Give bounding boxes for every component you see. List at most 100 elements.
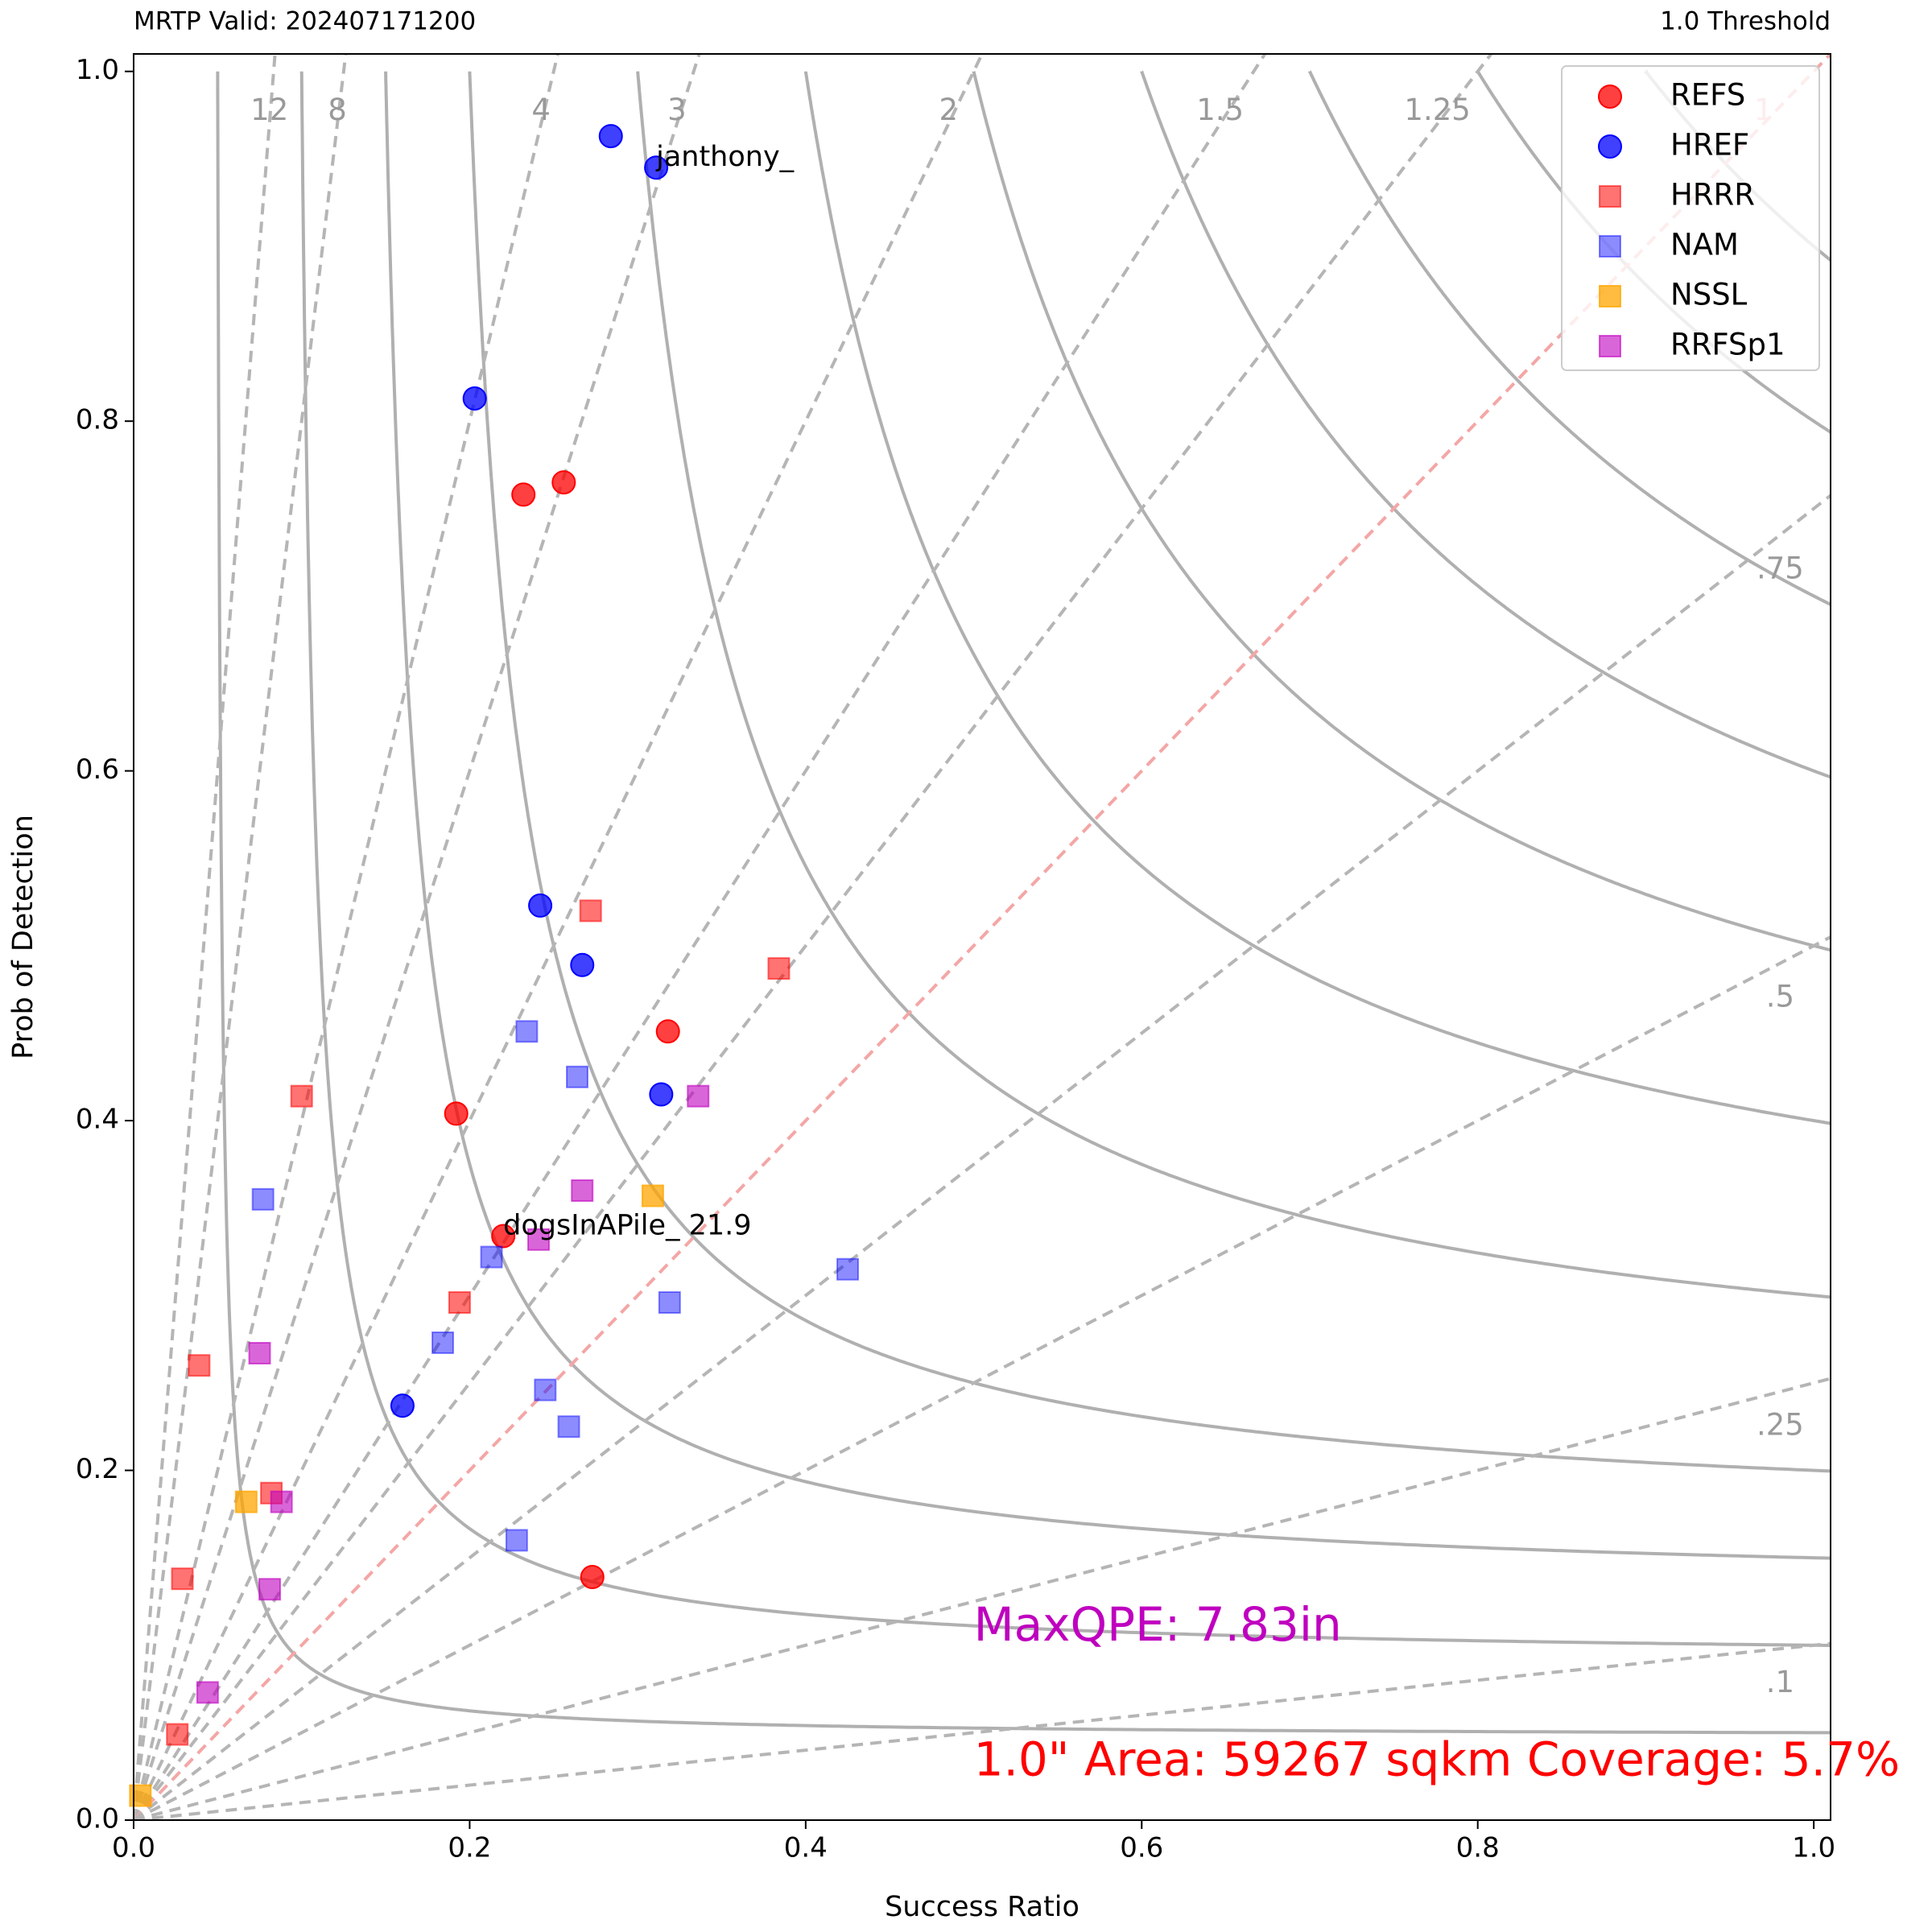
point [491,1224,516,1249]
note: MaxQPE: 7.83in [974,1597,1342,1652]
y-tick-label: 0.8 [76,404,119,436]
bias-label: 3 [667,93,687,127]
bias-label: 1.25 [1404,93,1470,127]
point [188,1354,211,1377]
title-left: MRTP Valid: 202407171200 [134,7,476,36]
point [551,470,576,495]
point [557,1415,580,1439]
point [234,1490,258,1513]
y-tick-label: 0.0 [76,1803,119,1835]
bias-line [134,493,1831,1820]
bias-label: .25 [1757,1408,1804,1443]
bias-line [134,1377,1831,1820]
point [566,1065,589,1088]
x-tick-label: 0.2 [448,1832,491,1864]
legend-marker [1599,285,1621,308]
point [649,1082,674,1107]
point [448,1291,471,1315]
point [526,1228,550,1251]
y-tick-label: 0.4 [76,1104,119,1136]
title-right: 1.0 Threshold [1660,7,1831,36]
legend-marker [1599,185,1621,208]
point [644,155,669,180]
point [258,1578,282,1601]
point [248,1342,271,1365]
point [570,952,595,977]
legend-marker [1599,235,1621,258]
bias-label: .1 [1766,1665,1794,1699]
point [505,1529,528,1552]
legend-label: REFS [1670,78,1745,113]
point [480,1245,503,1269]
point [390,1393,415,1418]
point [658,1291,681,1315]
y-tick-label: 0.6 [76,753,119,786]
csi-contour [299,71,1831,1647]
point [571,1179,594,1202]
point [431,1331,455,1354]
point [534,1378,557,1402]
x-axis-label: Success Ratio [885,1891,1080,1923]
bias-line [134,935,1831,1820]
csi-contour [1140,70,1831,779]
point [579,899,602,923]
csi-contour [972,71,1831,952]
point [270,1490,293,1513]
legend-label: NAM [1670,228,1739,262]
bias-label: 4 [531,93,551,127]
point [444,1101,469,1126]
legend-label: HREF [1670,128,1749,163]
csi-contour [468,71,1831,1473]
point [580,1565,605,1590]
x-tick-label: 0.6 [1120,1832,1163,1864]
legend-frame [1561,65,1820,371]
y-tick-label: 0.2 [76,1453,119,1485]
csi-contour [636,71,1831,1299]
point [515,1020,539,1043]
x-tick-label: 0.4 [784,1832,828,1864]
bias-line [134,54,1267,1820]
y-tick-label: 1.0 [76,54,119,86]
point [290,1084,313,1108]
annotation: dogsInAPile_ 21.9 [503,1209,751,1241]
point [598,124,623,149]
legend-label: RRFSp1 [1670,328,1785,362]
marks [129,124,860,1807]
point [641,1184,664,1208]
legend-marker [1599,335,1621,357]
x-tick-label: 0.8 [1456,1832,1500,1864]
point [836,1257,860,1281]
legend-label: NSSL [1670,278,1748,312]
point [655,1019,680,1044]
bias-label: .5 [1766,980,1794,1014]
bias-line [134,1641,1831,1820]
x-tick-label: 0.0 [112,1832,155,1864]
point [687,1084,710,1108]
point [511,482,536,507]
bias-label: 1.5 [1196,93,1244,127]
legend-marker [1598,85,1622,109]
note: 1.0" Area: 59267 sqkm Coverage: 5.7% [974,1732,1901,1786]
point [462,386,487,411]
bias-label: 2 [939,93,958,127]
point [196,1681,219,1704]
x-tick-label: 1.0 [1792,1832,1835,1864]
point [166,1723,189,1746]
bias-line [134,54,701,1820]
point [528,893,553,918]
bias-label: 8 [328,93,347,127]
annotation: janthony_ [655,141,795,173]
bias-label: 12 [250,93,288,127]
csi-contour [1308,70,1831,606]
csi-contour [384,71,1831,1560]
point [251,1187,275,1211]
legend: REFS HREF HRRR NAM NSSL RRFSp1 [1561,65,1820,371]
bias-label: .75 [1757,551,1804,585]
point [767,957,791,980]
legend-label: HRRR [1670,178,1755,213]
y-axis-label: Prob of Detection [7,815,39,1059]
plot-frame [133,53,1831,1821]
point [171,1567,194,1591]
csi-contour [803,71,1831,1125]
